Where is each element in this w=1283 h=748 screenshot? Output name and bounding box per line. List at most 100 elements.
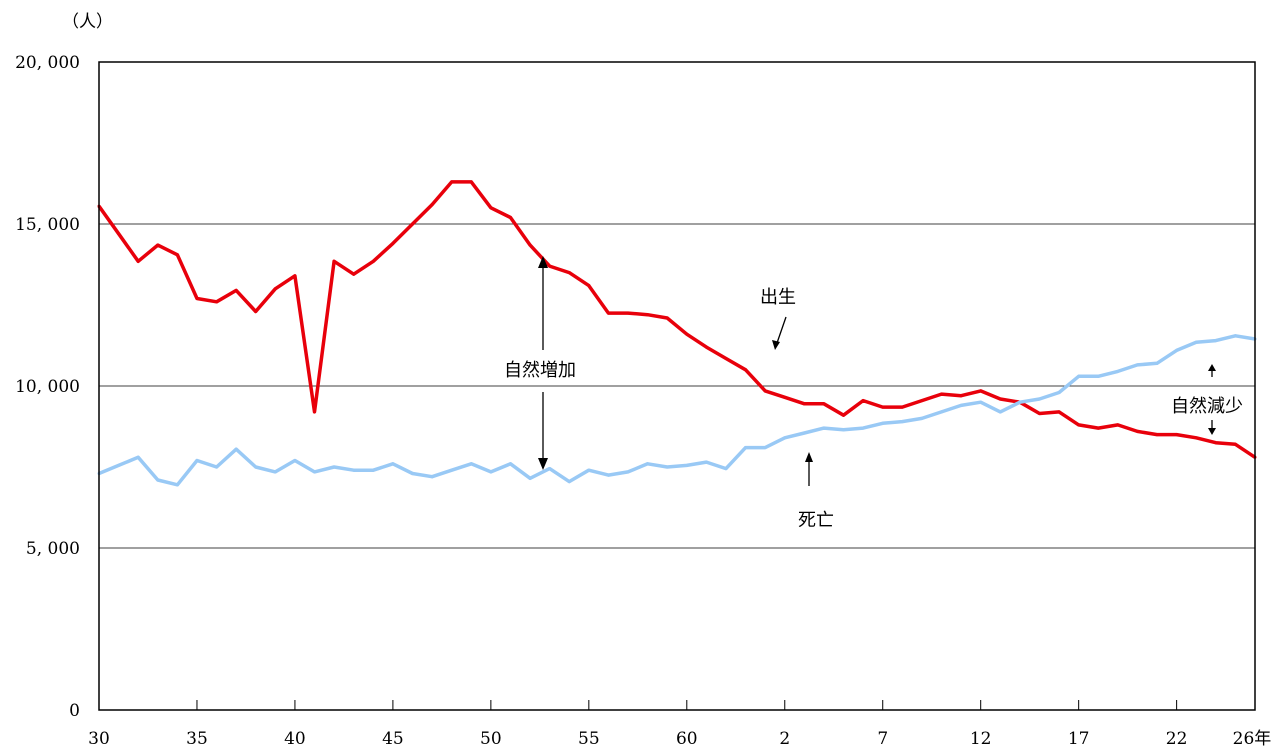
data-point: [156, 478, 160, 482]
data-point: [273, 470, 277, 474]
data-point: [1077, 374, 1081, 378]
data-point: [195, 297, 199, 301]
data-point: [117, 463, 121, 467]
data-point: [371, 468, 375, 472]
x-tick-label: 45: [382, 729, 404, 748]
data-point: [783, 436, 787, 440]
data-point: [587, 284, 591, 288]
data-point: [352, 468, 356, 472]
data-point: [528, 476, 532, 480]
data-point: [881, 405, 885, 409]
natural-increase-arrowhead-down: [538, 458, 548, 470]
data-point: [783, 395, 787, 399]
data-point: [1077, 423, 1081, 427]
data-point: [136, 455, 140, 459]
data-point: [979, 389, 983, 393]
data-point: [900, 405, 904, 409]
annotations: [538, 256, 1216, 486]
x-tick-label: 40: [284, 729, 306, 748]
y-axis-ticks: 0 5, 000 10, 000 15, 000 20, 000: [15, 53, 80, 721]
y-tick-label: 0: [69, 701, 80, 721]
data-point: [920, 416, 924, 420]
data-point: [802, 431, 806, 435]
data-point: [861, 426, 865, 430]
data-point: [254, 309, 258, 313]
data-point: [175, 253, 179, 257]
birth-pointer: [776, 316, 787, 344]
data-point: [1037, 397, 1041, 401]
data-point: [861, 399, 865, 403]
data-point: [881, 421, 885, 425]
data-point: [391, 462, 395, 466]
data-point: [959, 394, 963, 398]
data-point: [1116, 423, 1120, 427]
death-pointer-head: [805, 452, 813, 462]
plot-frame: [98, 61, 1256, 711]
data-point: [548, 264, 552, 268]
data-point: [998, 410, 1002, 414]
death-label: 死亡: [798, 510, 834, 531]
y-tick-label: 10, 000: [15, 377, 80, 397]
data-point: [567, 271, 571, 275]
data-point: [940, 410, 944, 414]
data-point: [744, 368, 748, 372]
y-tick-label: 20, 000: [15, 53, 80, 73]
data-point: [842, 413, 846, 417]
data-point: [332, 259, 336, 263]
data-point: [450, 180, 454, 184]
data-point: [450, 468, 454, 472]
data-point: [430, 203, 434, 207]
x-axis-ticks: 30 35 40 45 50 55 60 2 7 12 17 22 26年: [88, 700, 1271, 748]
data-point: [1214, 339, 1218, 343]
natural-decrease-label: 自然減少: [1171, 396, 1243, 417]
x-tick-label: 12: [970, 729, 992, 748]
data-point: [1155, 361, 1159, 365]
data-point: [1057, 390, 1061, 394]
data-point: [215, 465, 219, 469]
x-tick-label: 30: [88, 729, 110, 748]
data-point: [665, 316, 669, 320]
data-point: [195, 459, 199, 463]
data-point: [802, 402, 806, 406]
data-point: [410, 222, 414, 226]
series-line: [97, 180, 1256, 459]
data-point: [430, 475, 434, 479]
data-point: [763, 389, 767, 393]
natural-increase-arrowhead-up: [538, 256, 548, 268]
data-point: [469, 462, 473, 466]
data-point: [1116, 369, 1120, 373]
data-point: [842, 428, 846, 432]
natural-decrease-arrowhead-up: [1208, 364, 1216, 371]
x-tick-label: 7: [877, 729, 888, 748]
data-point: [606, 473, 610, 477]
series-line: [98, 334, 1256, 487]
data-point: [1096, 374, 1100, 378]
data-point: [1057, 410, 1061, 414]
data-point: [332, 465, 336, 469]
data-point: [587, 468, 591, 472]
data-point: [940, 392, 944, 396]
data-point: [822, 426, 826, 430]
data-point: [763, 446, 767, 450]
data-point: [626, 470, 630, 474]
data-point: [1194, 340, 1198, 344]
data-point: [489, 206, 493, 210]
series-birth: [97, 180, 1257, 459]
data-point: [920, 399, 924, 403]
data-point: [665, 465, 669, 469]
data-point: [117, 232, 121, 236]
x-tick-label: 60: [676, 729, 698, 748]
x-tick-label: 50: [480, 729, 502, 748]
data-point: [508, 462, 512, 466]
data-point: [626, 311, 630, 315]
data-point: [528, 243, 532, 247]
data-point: [724, 356, 728, 360]
data-point: [469, 180, 473, 184]
data-point: [1135, 429, 1139, 433]
series-death: [97, 334, 1257, 487]
data-point: [646, 313, 650, 317]
data-point: [685, 463, 689, 467]
data-point: [1096, 426, 1100, 430]
data-point: [744, 446, 748, 450]
